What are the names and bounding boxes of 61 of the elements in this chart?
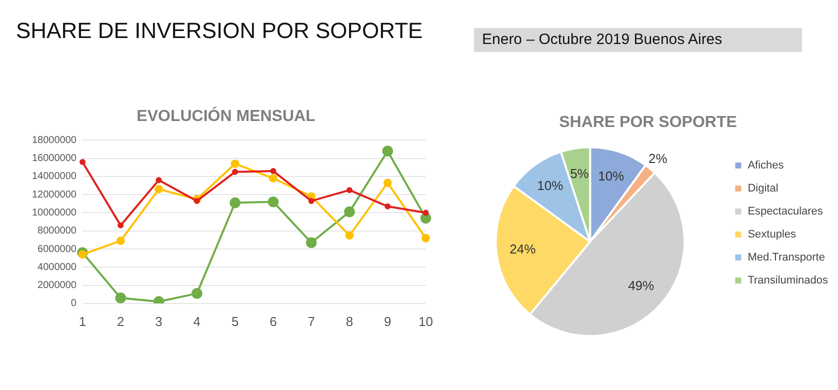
point — [194, 198, 200, 204]
point — [382, 146, 394, 156]
data-label: 49% — [628, 278, 655, 294]
point — [230, 197, 240, 208]
point — [115, 292, 126, 304]
legend-label: Espectaculares — [748, 206, 824, 218]
point — [269, 174, 278, 182]
point — [154, 184, 163, 194]
legend-label: Med.Transporte — [748, 252, 825, 264]
x-tick-label: 8 — [346, 314, 354, 329]
chart-title: SHARE POR SOPORTE — [559, 114, 738, 132]
x-tick-label: 9 — [384, 314, 392, 329]
x-tick-label: 3 — [155, 314, 162, 329]
point — [344, 206, 355, 218]
point — [78, 250, 87, 259]
text: SHARE DE INVERSION POR SOPORTE — [16, 18, 423, 44]
point — [384, 203, 391, 210]
point — [118, 222, 124, 228]
point — [230, 160, 240, 168]
point — [116, 236, 125, 246]
y-tick-label: 14000000 — [32, 171, 77, 182]
y-tick-label: 2000000 — [38, 280, 77, 292]
point — [383, 178, 392, 188]
legend-label: Sextuples — [748, 228, 797, 241]
legend-label: Digital — [748, 182, 778, 195]
chart-title: EVOLUCIÓN MENSUAL — [136, 106, 316, 126]
y-tick-label: 10000000 — [32, 207, 77, 218]
y-tick-label: 16000000 — [32, 153, 77, 164]
point — [422, 210, 429, 216]
x-tick-label: 7 — [308, 314, 315, 329]
point — [232, 168, 238, 175]
data-label: 2% — [648, 151, 668, 166]
y-tick-label: 4000000 — [38, 262, 77, 273]
point — [346, 187, 352, 194]
x-tick-label: 4 — [193, 314, 201, 329]
point — [422, 234, 430, 242]
point — [192, 288, 202, 299]
data-label: 24% — [510, 242, 536, 257]
point — [79, 158, 86, 165]
x-tick-label: 1 — [78, 314, 86, 329]
y-tick-label: 18000000 — [32, 134, 77, 146]
point — [306, 237, 317, 248]
x-tick-label: 5 — [231, 314, 239, 329]
y-tick-label: 8000000 — [38, 226, 77, 237]
data-label: 5% — [570, 166, 590, 182]
x-tick-label: 10 — [418, 314, 434, 329]
point — [345, 231, 354, 240]
x-tick-label: 6 — [270, 314, 277, 329]
x-tick-label: 2 — [117, 314, 124, 329]
legend-label: Transiluminados — [748, 274, 828, 287]
point — [270, 168, 276, 174]
data-label: 10% — [537, 178, 564, 194]
data-label: 10% — [598, 168, 625, 184]
point — [268, 196, 279, 208]
text: Enero – Octubre 2019 Buenos Aires — [474, 28, 802, 52]
point — [156, 177, 162, 184]
y-tick-label: 12000000 — [32, 189, 77, 200]
point — [308, 198, 314, 204]
legend-label: Afiches — [748, 160, 784, 172]
y-tick-label: 0 — [70, 298, 77, 310]
y-tick-label: 6000000 — [38, 244, 77, 255]
